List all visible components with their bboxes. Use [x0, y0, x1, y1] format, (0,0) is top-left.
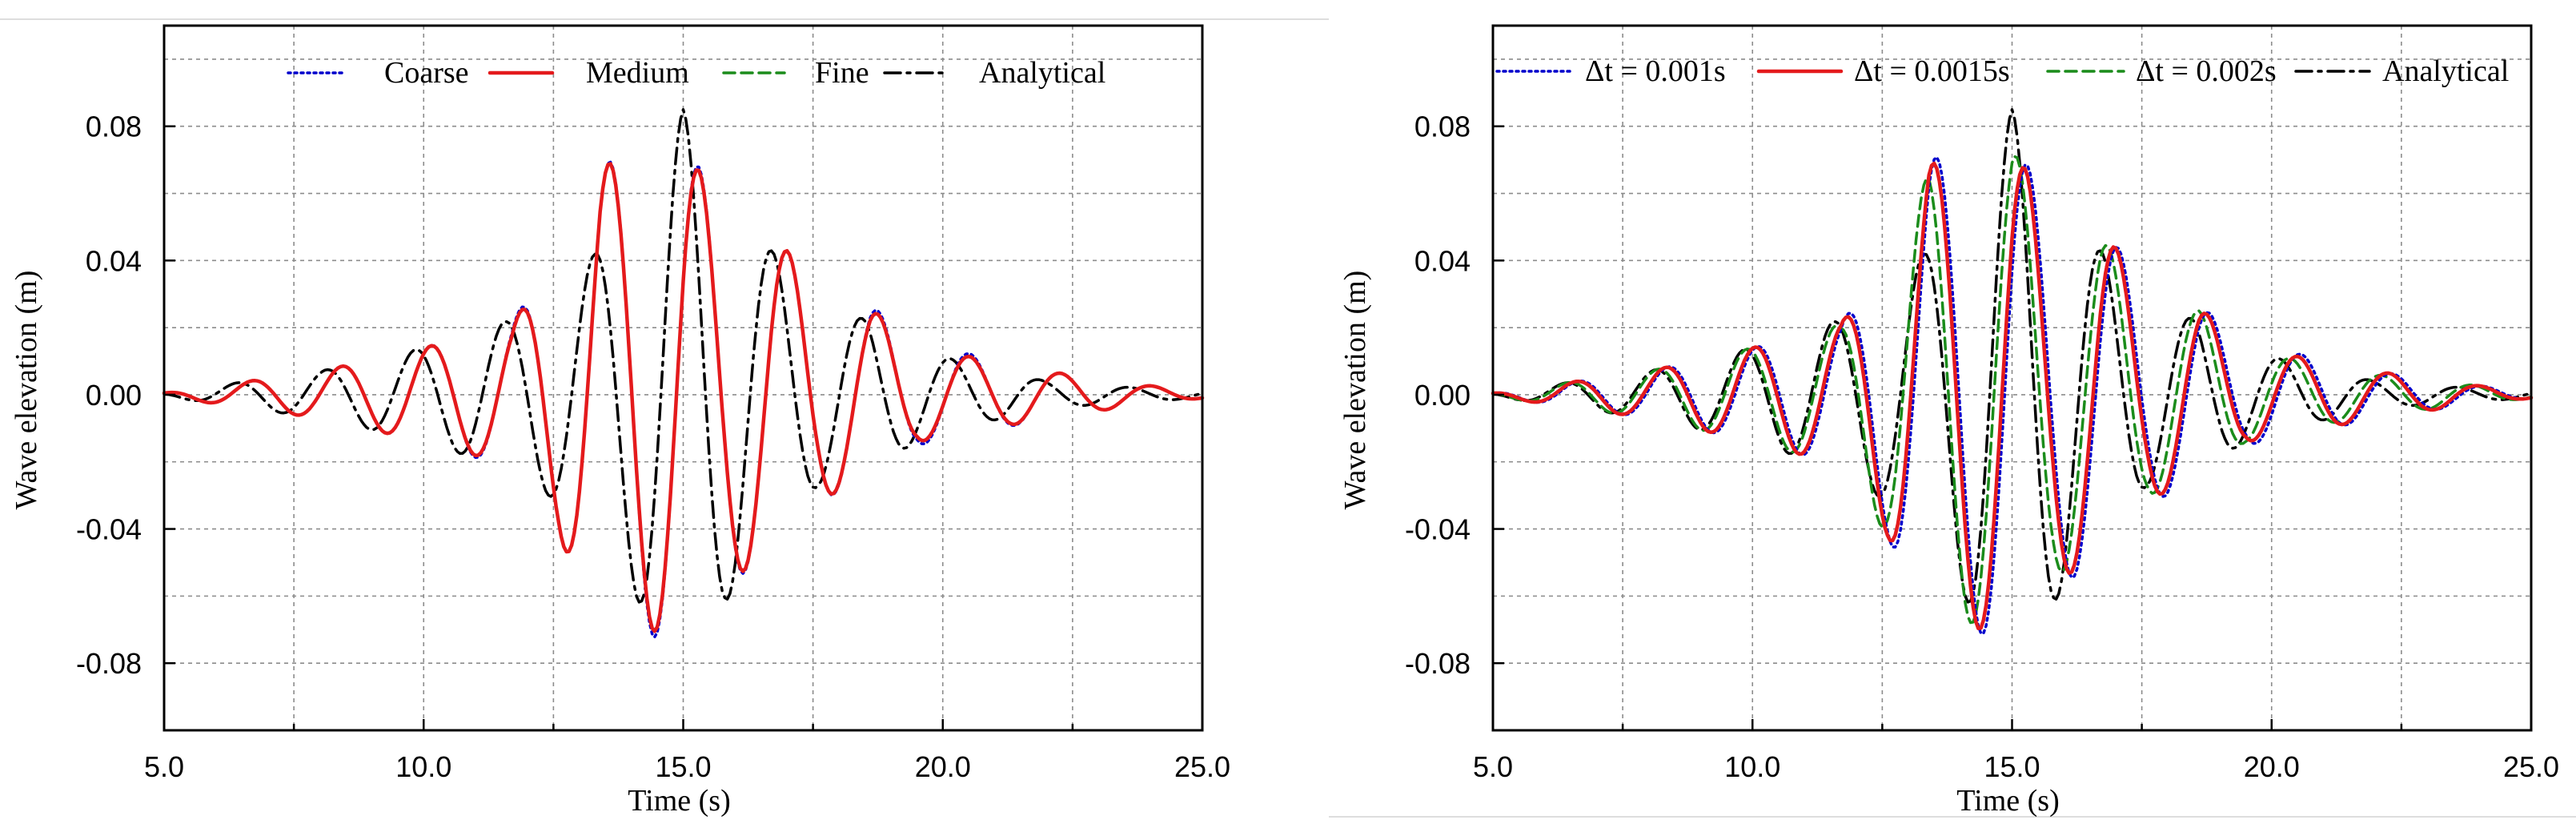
y-tick-label: -0.04 [76, 513, 142, 546]
legend-label-dt-0002: Δt = 0.002s [2136, 54, 2277, 88]
series-line-3 [1491, 108, 2533, 604]
y-tick-labels: -0.08 -0.04 0.00 0.04 0.08 [1405, 111, 1471, 680]
legend-label-coarse: Coarse [384, 56, 469, 90]
y-tick-label: 0.04 [86, 244, 142, 277]
y-tick-label: -0.08 [76, 647, 142, 680]
grid [164, 26, 1202, 730]
chart-right: 5.0 10.0 15.0 20.0 25.0 -0.08 -0.04 0.00… [1338, 24, 2559, 818]
x-axis-title: Time (s) [628, 784, 730, 818]
x-tick-label: 20.0 [2244, 750, 2300, 783]
series-group [1491, 108, 2534, 635]
y-tick-labels: -0.08 -0.04 0.00 0.04 0.08 [76, 111, 142, 680]
x-tick-label: 5.0 [1473, 750, 1513, 783]
x-tick-label: 5.0 [144, 750, 184, 783]
x-tick-label: 10.0 [395, 750, 451, 783]
legend: Δt = 0.001s Δt = 0.0015s Δt = 0.002s Ana… [1495, 54, 2509, 88]
x-tick-label: 20.0 [915, 750, 971, 783]
legend: Coarse Medium Fine Analytical [287, 56, 1105, 90]
y-tick-label: -0.08 [1405, 647, 1471, 680]
legend-label-analytical: Analytical [979, 56, 1105, 90]
y-tick-label: 0.00 [86, 379, 142, 412]
chart-left: 5.0 10.0 15.0 20.0 25.0 -0.08 -0.04 0.00… [10, 24, 1230, 818]
legend-label-analytical: Analytical [2382, 54, 2509, 88]
grid [1493, 26, 2531, 730]
series-line-3 [163, 108, 1204, 604]
ticks [1491, 125, 2533, 730]
x-tick-labels: 5.0 10.0 15.0 20.0 25.0 [1473, 750, 2559, 783]
x-tick-label: 15.0 [655, 750, 711, 783]
x-tick-label: 25.0 [1174, 750, 1230, 783]
y-tick-label: 0.08 [86, 111, 142, 143]
y-tick-label: 0.04 [1414, 244, 1471, 277]
x-axis-title: Time (s) [1956, 784, 2059, 818]
x-tick-label: 15.0 [1984, 750, 2040, 783]
legend-label-dt-00015: Δt = 0.0015s [1854, 54, 2010, 88]
y-axis-title: Wave elevation (m) [10, 271, 43, 510]
y-axis-title: Wave elevation (m) [1338, 271, 1372, 510]
y-tick-label: 0.08 [1414, 111, 1471, 143]
y-tick-label: -0.04 [1405, 513, 1471, 546]
series-group [162, 108, 1205, 639]
series-line-1 [162, 162, 1205, 633]
x-tick-label: 10.0 [1724, 750, 1780, 783]
y-tick-label: 0.00 [1414, 379, 1471, 412]
x-tick-label: 25.0 [2503, 750, 2559, 783]
x-tick-labels: 5.0 10.0 15.0 20.0 25.0 [144, 750, 1230, 783]
legend-label-medium: Medium [586, 56, 689, 90]
legend-label-dt-0001: Δt = 0.001s [1585, 54, 1726, 88]
legend-label-fine: Fine [815, 56, 869, 90]
series-line-1 [1491, 161, 2534, 630]
series-line-2 [1491, 155, 2533, 625]
ticks [163, 125, 1204, 730]
